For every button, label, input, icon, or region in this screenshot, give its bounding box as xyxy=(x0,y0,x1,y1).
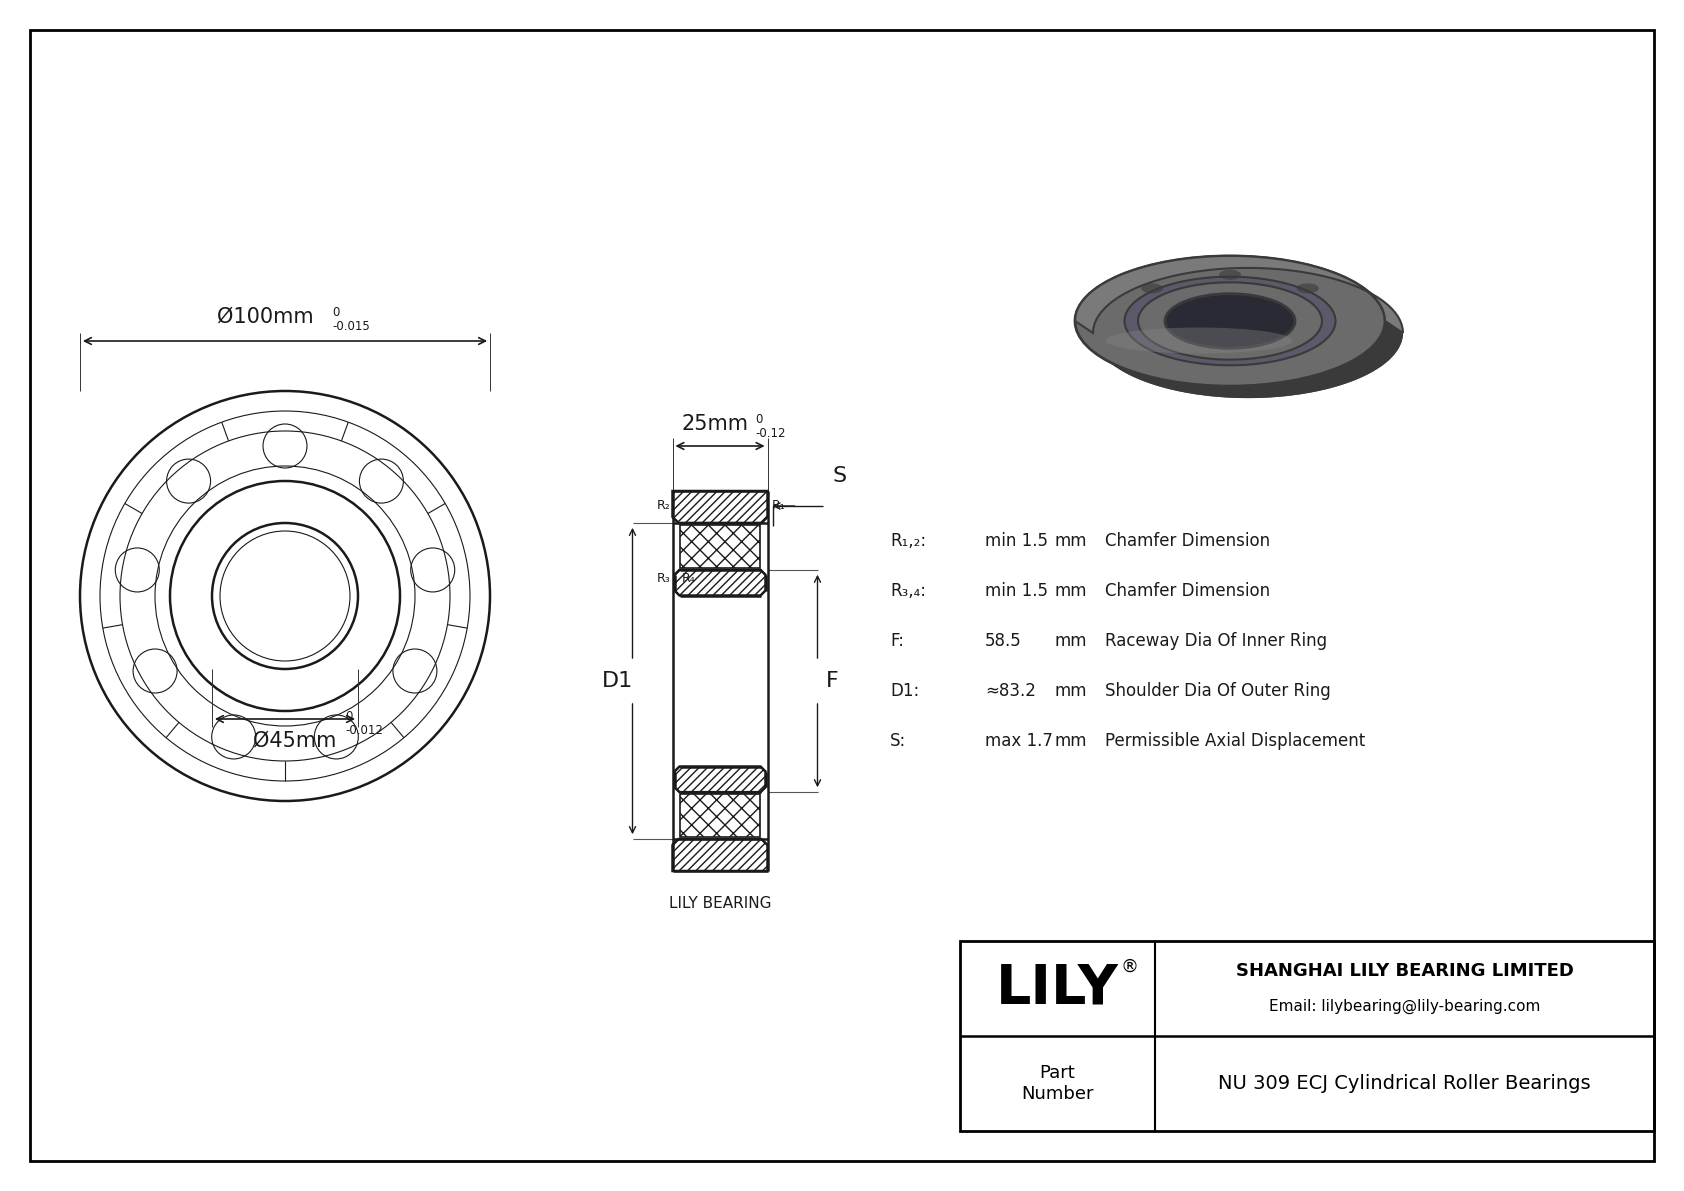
Text: SHANGHAI LILY BEARING LIMITED: SHANGHAI LILY BEARING LIMITED xyxy=(1236,961,1573,979)
Polygon shape xyxy=(1074,256,1403,333)
Ellipse shape xyxy=(1219,270,1241,280)
Text: F:: F: xyxy=(891,632,904,650)
Text: R₁,₂:: R₁,₂: xyxy=(891,532,926,550)
Text: 0: 0 xyxy=(754,413,763,426)
Text: mm: mm xyxy=(1054,582,1088,600)
Text: -0.015: -0.015 xyxy=(332,320,370,333)
Ellipse shape xyxy=(1125,276,1335,366)
Ellipse shape xyxy=(1093,268,1403,398)
Text: Permissible Axial Displacement: Permissible Axial Displacement xyxy=(1105,732,1366,750)
Text: ≈83.2: ≈83.2 xyxy=(985,682,1036,700)
Text: 25mm: 25mm xyxy=(682,414,748,434)
Bar xyxy=(680,525,761,567)
Text: Raceway Dia Of Inner Ring: Raceway Dia Of Inner Ring xyxy=(1105,632,1327,650)
Text: LILY: LILY xyxy=(995,961,1118,1016)
Text: Ø100mm: Ø100mm xyxy=(217,307,313,328)
Text: Email: lilybearing@lily-bearing.com: Email: lilybearing@lily-bearing.com xyxy=(1268,999,1541,1014)
Ellipse shape xyxy=(1074,256,1384,386)
Text: min 1.5: min 1.5 xyxy=(985,532,1047,550)
Text: 0: 0 xyxy=(332,306,340,319)
Text: S:: S: xyxy=(891,732,906,750)
Ellipse shape xyxy=(1106,328,1292,354)
Ellipse shape xyxy=(1297,283,1319,293)
Text: Part
Number: Part Number xyxy=(1021,1064,1093,1103)
Bar xyxy=(680,794,761,837)
Text: mm: mm xyxy=(1054,632,1088,650)
Polygon shape xyxy=(672,491,768,523)
Text: NU 309 ECJ Cylindrical Roller Bearings: NU 309 ECJ Cylindrical Roller Bearings xyxy=(1218,1074,1591,1093)
Text: mm: mm xyxy=(1054,732,1088,750)
Ellipse shape xyxy=(1142,283,1164,293)
Text: Chamfer Dimension: Chamfer Dimension xyxy=(1105,582,1270,600)
Text: Shoulder Dia Of Outer Ring: Shoulder Dia Of Outer Ring xyxy=(1105,682,1330,700)
Text: D1:: D1: xyxy=(891,682,919,700)
Text: mm: mm xyxy=(1054,682,1088,700)
Bar xyxy=(960,941,1654,1131)
Ellipse shape xyxy=(1182,306,1314,361)
Text: ®: ® xyxy=(1120,958,1138,975)
Polygon shape xyxy=(675,569,766,596)
Ellipse shape xyxy=(1138,282,1322,360)
Text: 58.5: 58.5 xyxy=(985,632,1022,650)
Polygon shape xyxy=(675,767,766,792)
Text: -0.12: -0.12 xyxy=(754,428,785,439)
Ellipse shape xyxy=(1165,294,1295,348)
Text: R₃: R₃ xyxy=(657,572,670,585)
Polygon shape xyxy=(1074,322,1403,398)
Text: R₄: R₄ xyxy=(682,572,695,585)
Text: R₁: R₁ xyxy=(771,499,785,512)
Text: S: S xyxy=(832,466,847,486)
Text: max 1.7: max 1.7 xyxy=(985,732,1052,750)
Text: LILY BEARING: LILY BEARING xyxy=(669,896,771,911)
Polygon shape xyxy=(672,840,768,871)
Text: F: F xyxy=(827,671,839,691)
Text: R₃,₄:: R₃,₄: xyxy=(891,582,926,600)
Text: -0.012: -0.012 xyxy=(345,724,382,737)
Text: Ø45mm: Ø45mm xyxy=(253,731,337,752)
Text: min 1.5: min 1.5 xyxy=(985,582,1047,600)
Text: D1: D1 xyxy=(601,671,633,691)
Text: Chamfer Dimension: Chamfer Dimension xyxy=(1105,532,1270,550)
Text: 0: 0 xyxy=(345,710,352,723)
Text: mm: mm xyxy=(1054,532,1088,550)
Text: R₂: R₂ xyxy=(657,499,670,512)
